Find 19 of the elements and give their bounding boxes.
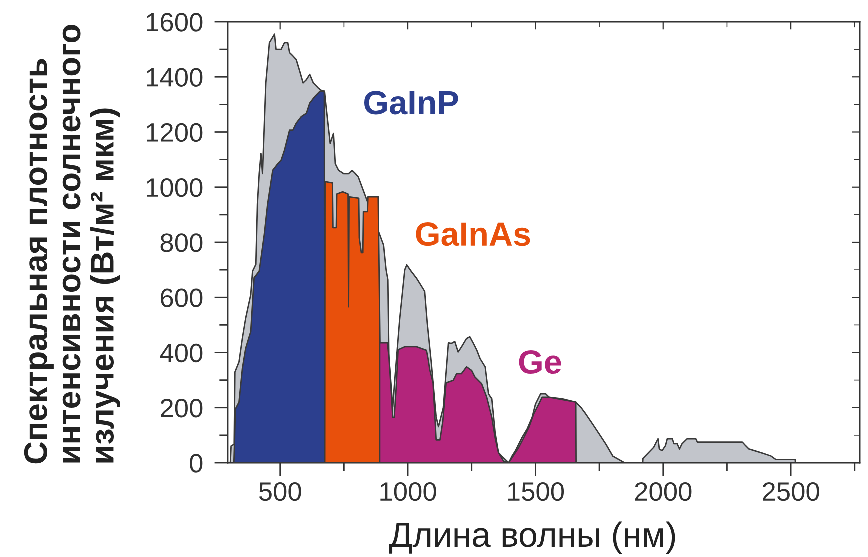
x-axis-title: Длина волны (нм)	[389, 522, 676, 554]
x-tick-label: 2000	[635, 482, 692, 502]
x-tick-label: 1500	[508, 482, 564, 502]
series-label: GaInAs	[416, 222, 530, 246]
y-tick-label: 1400	[147, 68, 203, 87]
series-label: GaInP	[364, 91, 458, 115]
y-tick-label: 1600	[147, 13, 203, 32]
y-tick-label: 800	[160, 234, 203, 252]
y-tick-label: 600	[161, 288, 203, 308]
y-axis-title: Спектральная плотность интенсивности солнечного излучения (Вт/м² мкм)	[24, 25, 120, 464]
x-tick-label: 1000	[380, 482, 436, 502]
y-tick-label: 200	[161, 399, 203, 418]
x-tick-label: 500	[259, 482, 302, 502]
x-tick-label: 2500	[763, 482, 820, 502]
series-label: Ge	[519, 350, 562, 374]
y-tick-label: 1000	[147, 178, 203, 198]
y-tick-label: 1200	[147, 123, 203, 142]
y-tick-label: 0	[190, 454, 203, 473]
y-tick-label: 400	[160, 344, 203, 363]
